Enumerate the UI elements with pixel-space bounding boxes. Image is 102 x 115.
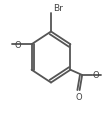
Text: O: O [92,71,99,80]
Text: Br: Br [53,4,63,13]
Text: O: O [14,40,21,49]
Text: O: O [75,92,82,101]
